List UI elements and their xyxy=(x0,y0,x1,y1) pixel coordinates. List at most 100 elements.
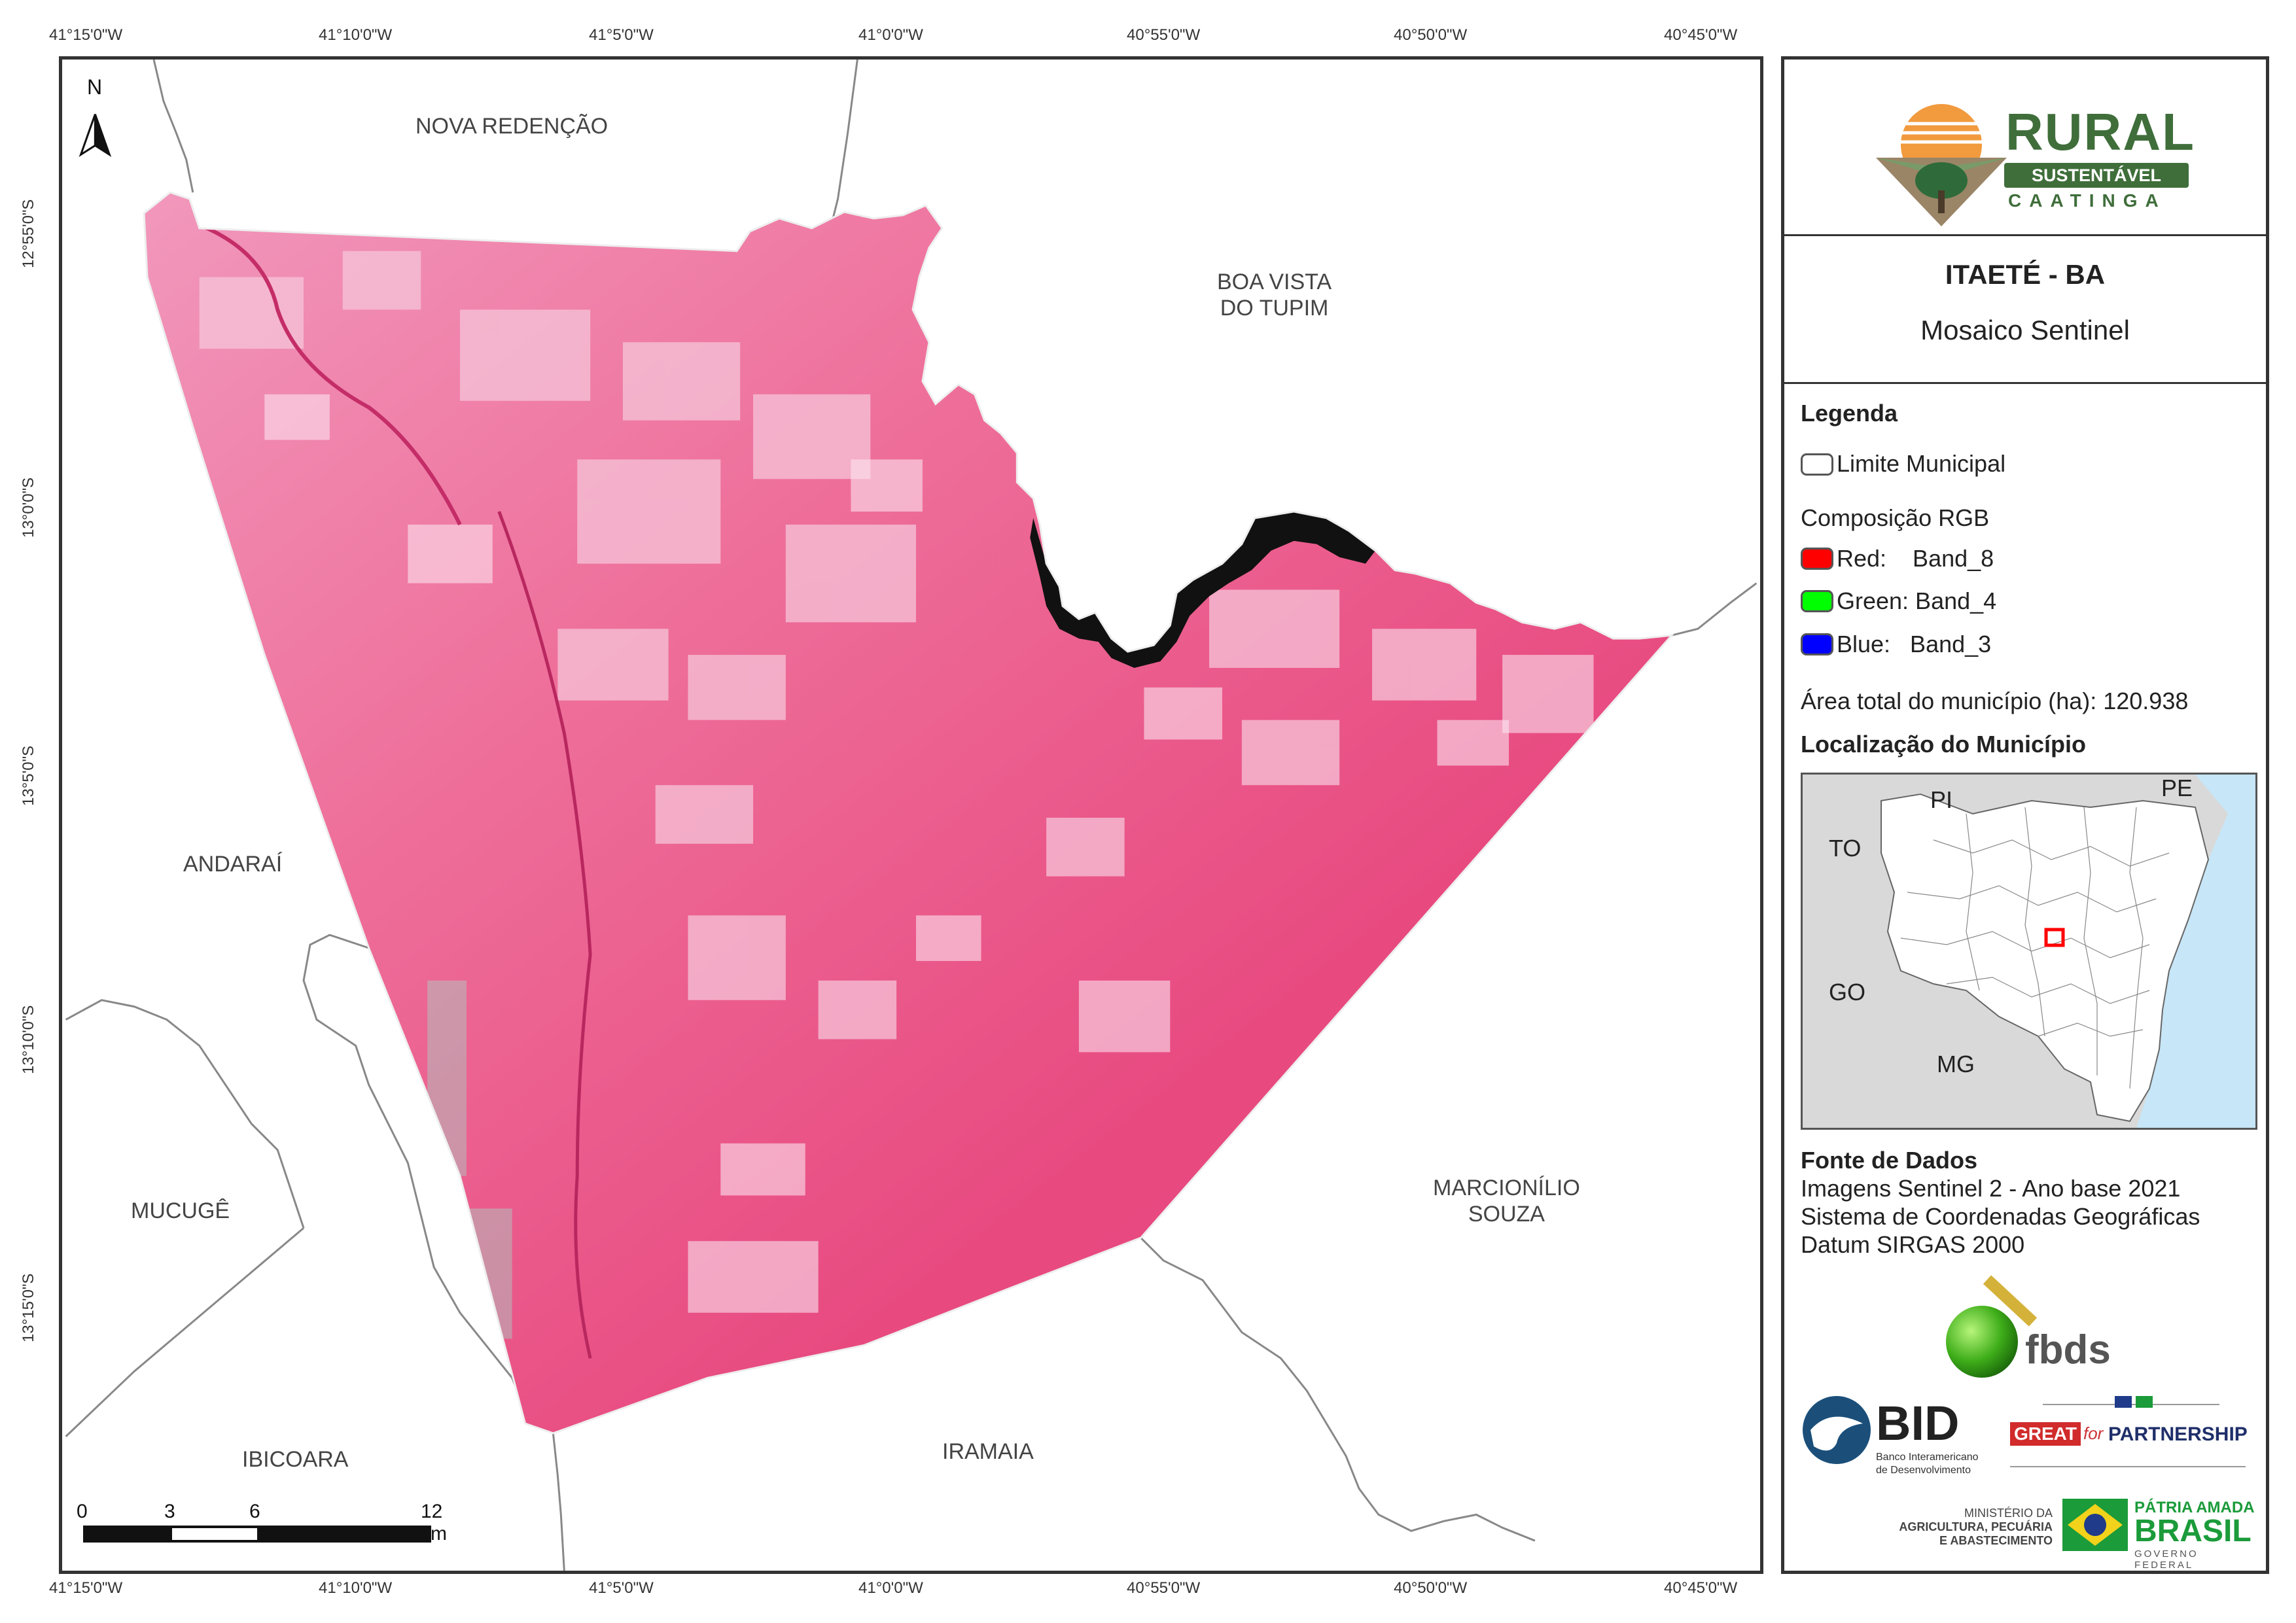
legend-panel: RURAL SUSTENTÁVEL CAATINGA ITAETÉ - BA M… xyxy=(1781,56,2269,1574)
bid-emblem-icon xyxy=(1803,1396,1871,1464)
place-label-line: MARCIONÍLIO xyxy=(1433,1176,1580,1200)
great-partnership-logo: GREAT for PARTNERSHIP xyxy=(2010,1396,2259,1476)
coord-label: 13°0'0"S xyxy=(20,477,37,538)
coord-label: 13°15'0"S xyxy=(20,1273,37,1342)
fonte-heading: Fonte de Dados xyxy=(1801,1147,1978,1174)
inset-state-label: PE xyxy=(2161,775,2193,801)
place-label-boa-vista: BOA VISTA DO TUPIM xyxy=(1217,269,1332,321)
coord-label: 41°15'0"W xyxy=(49,1579,123,1597)
coord-label: 41°10'0"W xyxy=(319,1579,393,1597)
map-title: ITAETÉ - BA xyxy=(1945,259,2106,290)
fonte-line: Imagens Sentinel 2 - Ano base 2021 xyxy=(1801,1175,2181,1202)
legend-heading: Legenda xyxy=(1801,400,1898,427)
governo-text: GOVERNO FEDERAL xyxy=(2134,1548,2199,1571)
coord-label: 40°45'0"W xyxy=(1664,26,1738,44)
inset-location-map[interactable]: PI PE TO GO MG xyxy=(1801,773,2257,1130)
legend-area: Área total do município (ha): 120.938 xyxy=(1801,688,2189,714)
logo-caatinga-text: CAATINGA xyxy=(2008,190,2166,211)
fonte-line: Sistema de Coordenadas Geográficas xyxy=(1801,1203,2200,1230)
municipality-imagery xyxy=(144,192,1672,1433)
place-label-marcionilio: MARCIONÍLIO SOUZA xyxy=(1433,1175,1580,1227)
water-body xyxy=(1030,512,1375,668)
coord-label: 41°10'0"W xyxy=(319,26,393,44)
fbds-logo: fbds xyxy=(1935,1273,2118,1384)
legend-green: Green: Band_4 xyxy=(1837,587,1997,614)
place-label-ibicoara: IBICOARA xyxy=(242,1447,349,1472)
coord-label: 40°50'0"W xyxy=(1394,26,1468,44)
place-label-nova-redencao: NOVA REDENÇÃO xyxy=(415,114,609,139)
legend-composicao: Composição RGB xyxy=(1801,504,1990,531)
place-label-iramaia: IRAMAIA xyxy=(942,1439,1034,1464)
map-canvas[interactable] xyxy=(62,60,1760,1571)
map-frame[interactable]: N NOVA REDENÇÃO BOA VISTA DO TUPIM ANDAR… xyxy=(59,56,1763,1574)
scale-label: 0 xyxy=(77,1501,88,1522)
limite-swatch xyxy=(1801,453,1833,476)
uk-flag-icon xyxy=(2115,1396,2132,1408)
coord-label: 41°15'0"W xyxy=(49,26,123,44)
rural-sustentavel-logo: RURAL SUSTENTÁVEL CAATINGA xyxy=(1863,92,2194,230)
place-label-andarai: ANDARAÍ xyxy=(183,852,283,877)
fonte-line: Datum SIRGAS 2000 xyxy=(1801,1231,2025,1258)
coord-label: 40°55'0"W xyxy=(1127,26,1201,44)
scale-label: 6 xyxy=(249,1501,260,1522)
inset-map-canvas xyxy=(1881,775,2255,1128)
legend-red: Red: Band_8 xyxy=(1837,545,1994,572)
brasil-governo-logo: PÁTRIA AMADA BRASIL GOVERNO FEDERAL xyxy=(2062,1499,2259,1571)
bid-text: BID xyxy=(1876,1396,1960,1450)
great-text: GREAT xyxy=(2010,1422,2081,1446)
coord-label: 41°0'0"W xyxy=(858,26,923,44)
ministerio-logo: MINISTÉRIO DA AGRICULTURA, PECUÁRIA E AB… xyxy=(1850,1507,2053,1548)
panel-divider xyxy=(1784,234,2266,236)
place-label-line: BOA VISTA xyxy=(1217,270,1332,294)
north-arrow-icon xyxy=(79,114,112,157)
coord-label: 41°5'0"W xyxy=(589,1579,654,1597)
partnership-text: PARTNERSHIP xyxy=(2108,1423,2248,1445)
green-band-swatch xyxy=(1801,590,1833,612)
map-subtitle: Mosaico Sentinel xyxy=(1920,315,2130,345)
place-label-line: DO TUPIM xyxy=(1220,296,1329,321)
patria-text: PÁTRIA AMADA xyxy=(2134,1499,2255,1516)
ministerio-line: AGRICULTURA, PECUÁRIA xyxy=(1899,1520,2053,1533)
scale-segment xyxy=(257,1526,431,1543)
inset-state-label: PI xyxy=(1930,786,1953,813)
brasil-emblem-icon xyxy=(2062,1499,2128,1551)
ministerio-line: E ABASTECIMENTO xyxy=(1939,1534,2053,1547)
bid-subtext: Banco Interamericano xyxy=(1876,1452,1979,1463)
coord-label: 13°10'0"S xyxy=(20,1005,37,1074)
brasil-text: BRASIL xyxy=(2134,1514,2252,1548)
coord-label: 40°55'0"W xyxy=(1127,1579,1201,1597)
coord-label: 40°45'0"W xyxy=(1664,1579,1738,1597)
brazil-flag-icon xyxy=(2136,1396,2153,1408)
logo-sustentavel-text: SUSTENTÁVEL xyxy=(2004,163,2189,188)
inset-state-label: TO xyxy=(1829,835,1862,862)
coord-label: 40°50'0"W xyxy=(1394,1579,1468,1597)
inset-state-label: MG xyxy=(1937,1051,1975,1077)
panel-divider xyxy=(1784,382,2266,384)
logo-emblem-icon xyxy=(1876,104,2007,226)
legend-blue: Blue: Band_3 xyxy=(1837,631,1992,657)
legend-localizacao: Localização do Município xyxy=(1801,731,2087,758)
place-label-line: SOUZA xyxy=(1468,1202,1545,1227)
bid-logo: BID Banco Interamericano de Desenvolvime… xyxy=(1801,1394,1997,1492)
great-for-text: for xyxy=(2083,1423,2104,1443)
scale-segment xyxy=(172,1526,257,1543)
blue-band-swatch xyxy=(1801,633,1833,655)
red-band-swatch xyxy=(1801,548,1833,570)
municipal-limit xyxy=(143,191,1674,1435)
fbds-text: fbds xyxy=(2025,1327,2111,1372)
coord-label: 13°5'0"S xyxy=(20,745,37,806)
ministerio-line: MINISTÉRIO DA xyxy=(1964,1507,2053,1520)
legend-limite: Limite Municipal xyxy=(1837,450,2006,477)
scale-label: 3 xyxy=(164,1501,175,1522)
coord-label: 12°55'0"S xyxy=(20,199,37,268)
inset-state-label: GO xyxy=(1829,979,1866,1005)
fbds-emblem-icon xyxy=(1946,1275,2038,1378)
coord-label: 41°5'0"W xyxy=(589,26,654,44)
logo-rural-text: RURAL xyxy=(2005,103,2195,161)
coord-label: 41°0'0"W xyxy=(858,1579,923,1597)
north-label: N xyxy=(87,75,103,99)
place-label-mucuge: MUCUGÊ xyxy=(131,1198,230,1223)
scale-segment xyxy=(83,1526,172,1543)
bid-subtext: de Desenvolvimento xyxy=(1876,1465,1971,1476)
neighbor-boundaries xyxy=(65,60,1757,1571)
